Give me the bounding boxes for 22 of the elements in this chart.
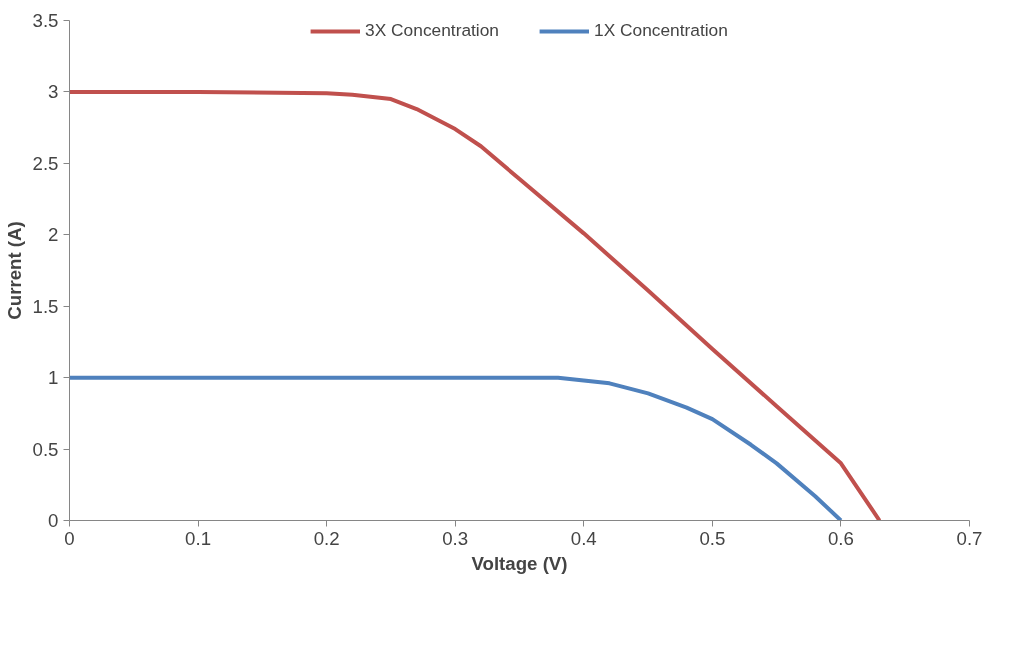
y-tick-label: 2 — [48, 224, 59, 246]
x-tick-label: 0.4 — [570, 527, 597, 549]
y-tick-label: 3 — [48, 81, 59, 103]
x-tick-label: 0.6 — [827, 527, 854, 549]
x-tick-label: 0.3 — [442, 527, 469, 549]
y-axis-title: Current (A) — [3, 221, 25, 320]
y-tick-label: 0 — [48, 510, 59, 531]
line-series — [69, 89, 882, 521]
x-tick-label: 0 — [64, 527, 75, 549]
y-tick-label: 0.5 — [32, 438, 59, 460]
legend-label: 3X Concentration — [365, 20, 499, 41]
x-tick-label: 0.2 — [313, 527, 340, 549]
legend-label: 1X Concentration — [594, 20, 728, 41]
x-tick-label: 0.5 — [699, 527, 726, 549]
y-tick-label: 2.5 — [32, 152, 59, 174]
line-series — [69, 375, 843, 521]
x-tick-label: 0.7 — [956, 527, 983, 549]
y-tick-label: 3.5 — [32, 10, 59, 31]
y-tick-label: 1.5 — [32, 295, 59, 317]
y-tick-label: 1 — [48, 367, 59, 389]
x-tick-label: 0.1 — [185, 527, 212, 549]
x-axis-title: Voltage (V) — [471, 552, 568, 574]
